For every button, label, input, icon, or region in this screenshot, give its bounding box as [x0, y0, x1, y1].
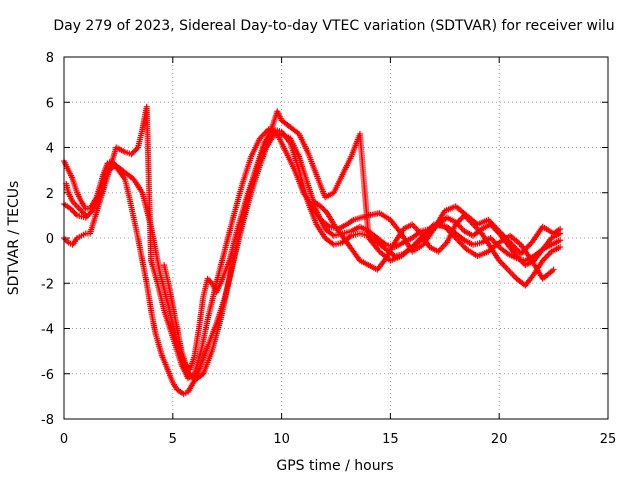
x-tick-label: 15	[382, 432, 399, 447]
data-point	[460, 243, 467, 250]
data-point	[70, 208, 77, 215]
y-tick-label: -6	[41, 368, 54, 383]
data-point	[557, 225, 564, 232]
x-tick-label: 5	[169, 432, 177, 447]
data-point	[87, 209, 94, 216]
data-point	[317, 203, 324, 210]
data-point	[526, 242, 533, 249]
y-tick-label: 0	[46, 232, 54, 247]
data-point	[132, 147, 139, 154]
data-point	[550, 266, 557, 273]
y-tick-label: -4	[41, 323, 54, 338]
data-point	[557, 244, 564, 251]
data-point	[320, 206, 327, 213]
data-point	[67, 205, 74, 212]
x-tick-label: 10	[273, 432, 290, 447]
data-point	[82, 212, 89, 219]
x-tick-label: 25	[600, 432, 617, 447]
y-axis-label: SDTVAR / TECUs	[6, 181, 22, 296]
data-point	[131, 148, 138, 155]
y-tick-label: 2	[46, 187, 54, 202]
plot-frame	[63, 56, 609, 420]
data-point	[68, 206, 75, 213]
data-points	[61, 103, 564, 398]
y-tick-label: -8	[41, 413, 54, 428]
y-tick-label: -2	[41, 277, 54, 292]
x-tick-label: 20	[491, 432, 508, 447]
data-point	[72, 211, 79, 218]
y-tick-label: 6	[46, 96, 54, 111]
data-point	[133, 145, 140, 152]
chart-title: Day 279 of 2023, Sidereal Day-to-day VTE…	[53, 18, 614, 34]
x-axis-label: GPS time / hours	[276, 458, 393, 474]
y-tick-label: 8	[46, 51, 54, 66]
data-point	[557, 237, 564, 244]
data-point	[129, 149, 136, 156]
x-tick-label: 0	[60, 432, 68, 447]
data-point	[128, 151, 135, 158]
data-point	[86, 210, 93, 217]
series-track-5	[311, 198, 564, 289]
tick-labels: 0 5 10 15 20 25 -8 -6 -4 -2 0 2 4 6 8	[41, 51, 616, 447]
data-point	[319, 204, 326, 211]
data-point	[321, 207, 328, 214]
data-point	[71, 209, 78, 216]
y-tick-label: 4	[46, 142, 54, 157]
